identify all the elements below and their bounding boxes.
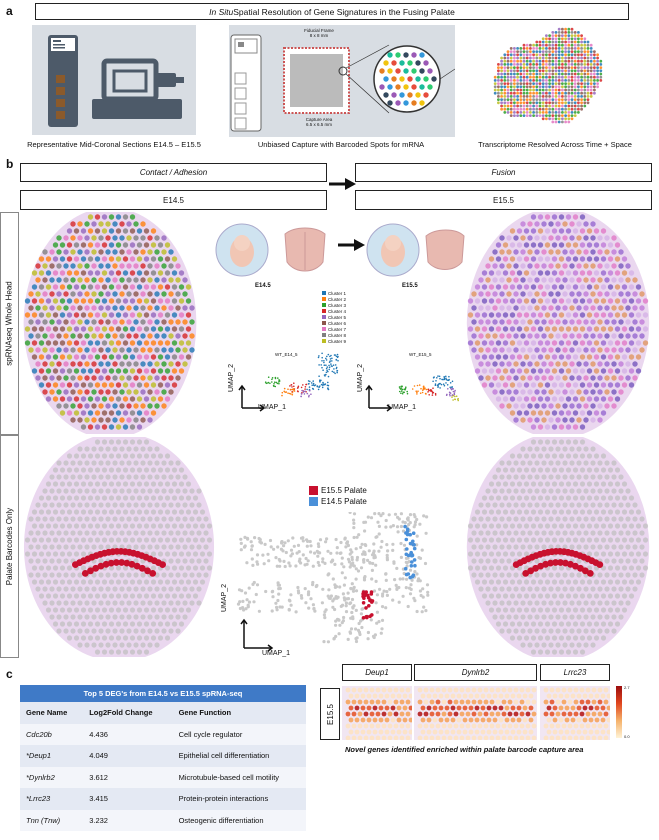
colorbar-min: 0.0 — [624, 734, 630, 739]
age-left-box: E14.5 — [20, 190, 327, 210]
row-label-whole-head: spRNAseq Whole Head — [0, 212, 19, 435]
gene-label-deup1: Deup1 — [342, 664, 412, 681]
legend-label-e15: E15.5 Palate — [321, 486, 367, 495]
cluster-label: Cluster 8 — [328, 332, 347, 338]
embryo-arrow — [338, 239, 365, 251]
col-header-log2fc: Log2Fold Change — [83, 702, 173, 724]
palate-legend: E15.5 Palate E14.5 Palate — [309, 486, 367, 506]
cluster-legend-item: Cluster 2 — [322, 296, 346, 302]
tissue-e15-palate — [463, 437, 653, 657]
table-row: Tnn (Tnw) 3.232 Osteogenic differentiation — [20, 809, 306, 831]
legend-swatch-e14 — [309, 497, 318, 506]
cluster-swatch — [322, 309, 326, 313]
cryostat-icon — [48, 35, 184, 127]
expression-lrrc23 — [540, 686, 610, 740]
cluster-label: Cluster 4 — [328, 308, 347, 314]
cluster-label: Cluster 1 — [328, 290, 347, 296]
panel-a-title: In Situ Spatial Resolution of Gene Signa… — [35, 3, 629, 20]
cluster-legend-item: Cluster 5 — [322, 314, 346, 320]
cluster-legend-item: Cluster 1 — [322, 290, 346, 296]
panel-a-letter: a — [6, 4, 13, 18]
legend-swatch-e15 — [309, 486, 318, 495]
sectioning-illustration — [32, 25, 196, 135]
umap-combined-ylabel: UMAP_2 — [221, 583, 228, 612]
capture-area-label: Capture Area 6.5 x 6.5 mm — [305, 117, 333, 127]
table-row: *Dynlrb2 3.612 Microtubule-based cell moti… — [20, 766, 306, 788]
cluster-swatch — [322, 327, 326, 331]
umap-left-ylabel: UMAP_2 — [228, 363, 235, 392]
panel-a-title-rest: Spatial Resolution of Gene Signatures in… — [233, 6, 455, 17]
col-header-gene: Gene Name — [20, 702, 84, 724]
cluster-swatch — [322, 297, 326, 301]
cluster-swatch — [322, 303, 326, 307]
umap-title-left: WT_E14_5 — [275, 352, 298, 357]
umap-right-xlabel: UMAP_1 — [388, 404, 417, 411]
umap-left-xlabel: UMAP_1 — [258, 404, 287, 411]
embryo-e14-label: E14.5 — [255, 283, 271, 289]
stage-label-e15: E15.5 — [320, 688, 340, 740]
novel-genes-note: Novel genes identified enriched within p… — [345, 745, 584, 754]
cluster-label: Cluster 3 — [328, 302, 347, 308]
cluster-legend-item: Cluster 6 — [322, 320, 346, 326]
cluster-label: Cluster 2 — [328, 296, 347, 302]
table-row: *Lrrc23 3.415 Protein-protein interactions — [20, 788, 306, 810]
col-header-function: Gene Function — [172, 702, 306, 724]
tissue-e14-whole-head — [20, 212, 200, 434]
cluster-legend-item: Cluster 3 — [322, 302, 346, 308]
caption-capture: Unbiased Capture with Barcoded Spots for… — [257, 140, 425, 149]
panel-c-letter: c — [6, 667, 13, 681]
expression-dynlrb2 — [414, 686, 537, 740]
cluster-legend-item: Cluster 8 — [322, 332, 346, 338]
gene-label-lrrc23: Lrrc23 — [540, 664, 610, 681]
embryo-e15-icon — [366, 223, 465, 277]
cluster-label: Cluster 7 — [328, 326, 347, 332]
cluster-swatch — [322, 339, 326, 343]
umap-e15-plot — [365, 375, 459, 412]
tissue-e14-palate — [20, 437, 218, 657]
embryo-e15-label: E15.5 — [402, 283, 418, 289]
cluster-label: Cluster 6 — [328, 320, 347, 326]
expression-colorbar — [616, 686, 622, 738]
cluster-legend-item: Cluster 9 — [322, 338, 346, 344]
progression-arrow — [329, 178, 356, 190]
stage-right-box: Fusion — [355, 163, 652, 182]
transcriptome-map-image — [488, 22, 618, 137]
caption-transcriptome: Transcriptome Resolved Across Time + Spa… — [478, 140, 632, 149]
capture-array-icon — [230, 34, 456, 132]
stage-left-box: Contact / Adhesion — [20, 163, 327, 182]
cluster-swatch — [322, 321, 326, 325]
umap-combined-xlabel: UMAP_1 — [262, 650, 291, 657]
expression-deup1 — [342, 686, 412, 740]
cluster-swatch — [322, 333, 326, 337]
cluster-swatch — [322, 291, 326, 295]
capture-slide-illustration: Fiducial Frame 8 x 8 mm Capture Area 6.5 x… — [229, 25, 456, 137]
cluster-label: Cluster 5 — [328, 314, 347, 320]
cluster-legend-item: Cluster 7 — [322, 326, 346, 332]
cluster-legend: Cluster 1 Cluster 2 Cluster 3 Cluster 4 Clus… — [322, 290, 346, 344]
deg-table-title: Top 5 DEG's from E14.5 vs E15.5 spRNA-se… — [20, 685, 306, 702]
panel-b-letter: b — [6, 157, 14, 171]
cluster-swatch — [322, 315, 326, 319]
panel-a-title-italic: In Situ — [209, 6, 234, 17]
umap-e14-plot — [238, 352, 339, 412]
cluster-label: Cluster 9 — [328, 338, 347, 344]
cluster-legend-item: Cluster 4 — [322, 308, 346, 314]
deg-table: Top 5 DEG's from E14.5 vs E15.5 spRNA-se… — [20, 685, 306, 831]
embryo-e14-icon — [215, 223, 326, 277]
legend-label-e14: E14.5 Palate — [321, 497, 367, 506]
umap-title-right: WT_E15_5 — [409, 352, 432, 357]
age-right-box: E15.5 — [355, 190, 652, 210]
table-row: *Deup1 4.049 Epithelial cell differentiati… — [20, 745, 306, 767]
tissue-e15-whole-head — [463, 212, 653, 434]
fiducial-label: Fiducial Frame 8 x 8 mm — [304, 28, 334, 38]
colorbar-max: 2.7 — [624, 685, 630, 690]
row-label-palate-barcodes: Palate Barcodes Only — [0, 435, 19, 658]
caption-sections: Representative Mid-Coronal Sections E14.… — [27, 140, 201, 149]
umap-combined-plot — [236, 512, 430, 652]
table-row: Cdc20b 4.436 Cell cycle regulator — [20, 723, 306, 745]
gene-label-dynlrb2: Dynlrb2 — [414, 664, 537, 681]
umap-right-ylabel: UMAP_2 — [357, 363, 364, 392]
